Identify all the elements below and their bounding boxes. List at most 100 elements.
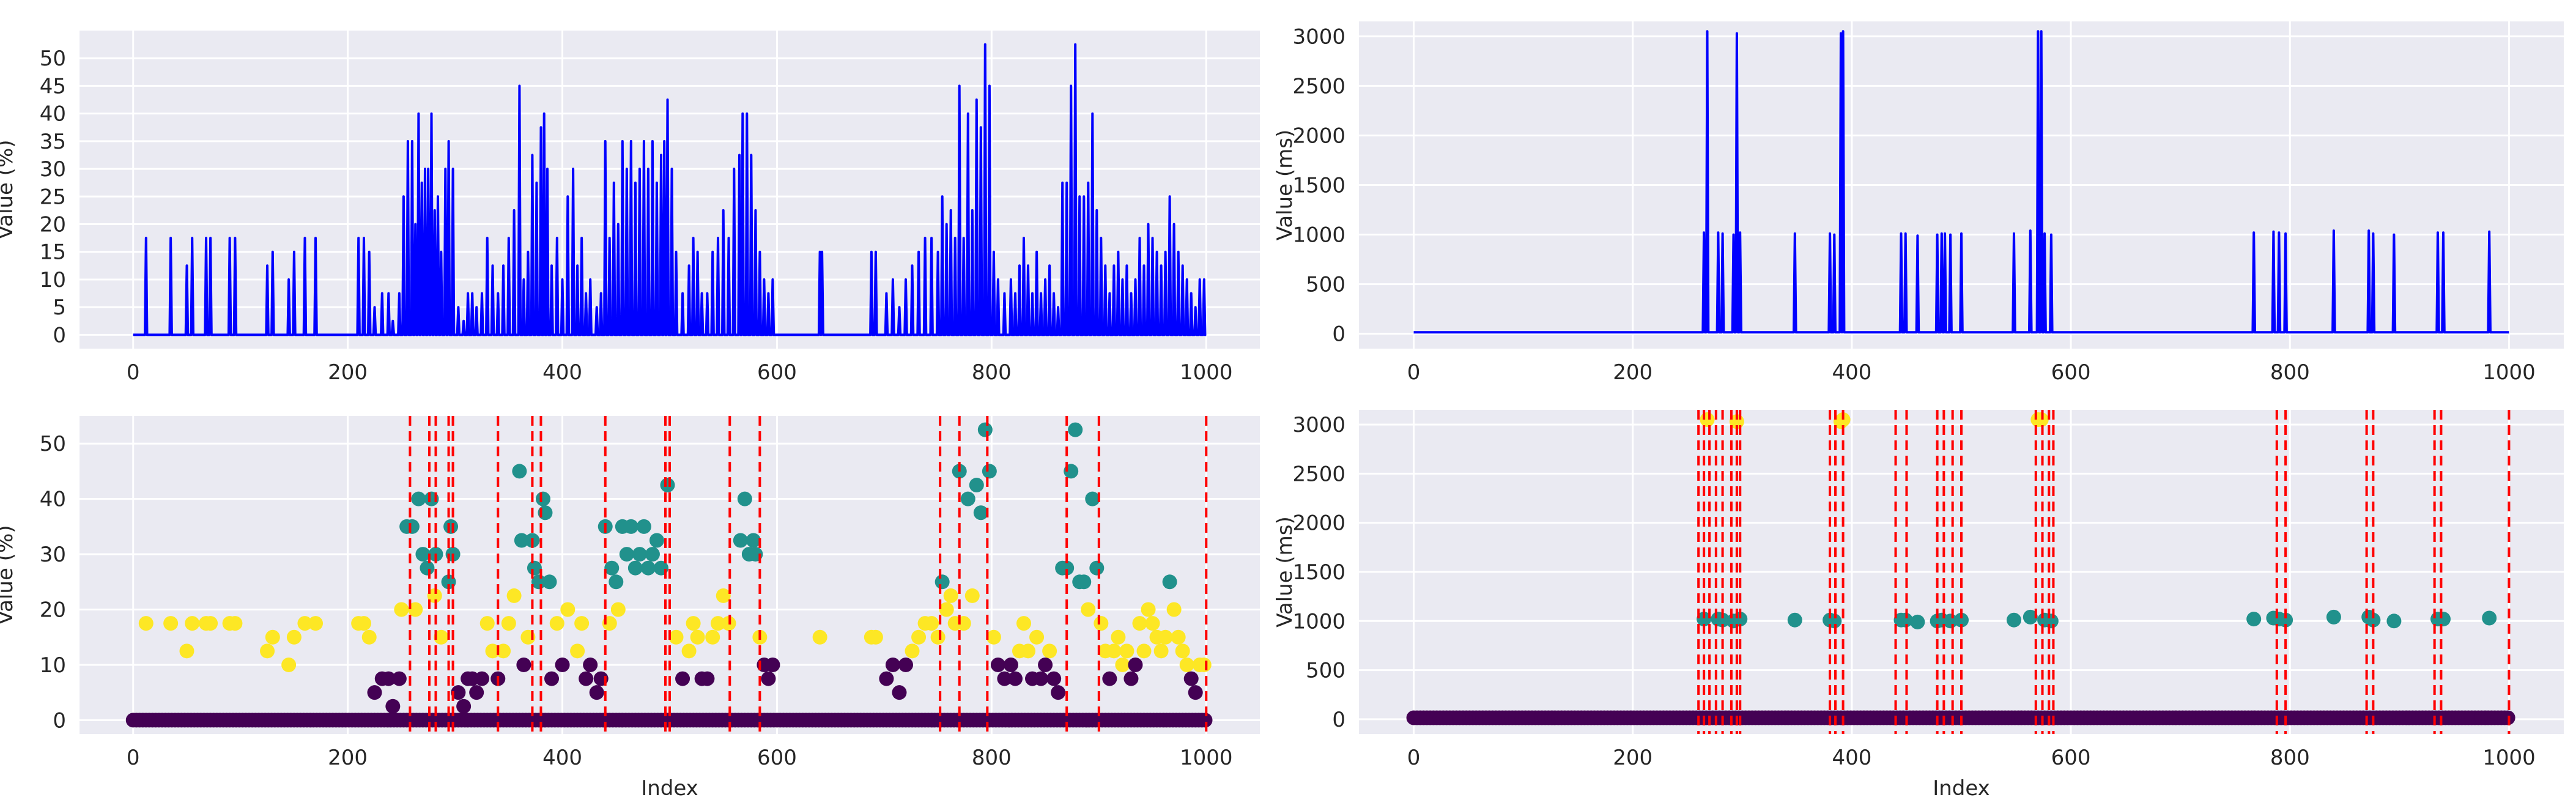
data-point bbox=[1016, 616, 1031, 631]
data-point bbox=[609, 574, 624, 590]
x-tick-label: 600 bbox=[757, 360, 797, 385]
data-point bbox=[394, 602, 409, 617]
data-point bbox=[512, 464, 527, 479]
data-point bbox=[1954, 612, 1969, 628]
x-tick-label: 200 bbox=[1613, 360, 1653, 385]
data-point bbox=[1081, 602, 1096, 617]
data-point bbox=[434, 629, 449, 645]
top-left-line-chart: 0 5 10 15 20 25 30 35 40 45 50 0 200 400 600 800 1000 Val… bbox=[0, 31, 1260, 385]
data-point bbox=[686, 616, 701, 631]
data-point bbox=[986, 629, 1001, 645]
data-point bbox=[404, 519, 420, 534]
y-tick-label: 5 bbox=[53, 295, 66, 320]
x-tick-label: 0 bbox=[1407, 746, 1421, 770]
data-point bbox=[924, 616, 939, 631]
x-tick-label: 400 bbox=[1832, 360, 1871, 385]
y-tick-label: 2000 bbox=[1292, 124, 1345, 148]
y-tick-label: 0 bbox=[53, 708, 66, 733]
data-point bbox=[2482, 610, 2497, 626]
y-tick-label: 35 bbox=[40, 130, 66, 154]
data-point bbox=[997, 671, 1012, 686]
x-tick-label: 1000 bbox=[2482, 746, 2536, 770]
series-line bbox=[1413, 30, 2509, 334]
x-tick-label: 200 bbox=[1613, 746, 1653, 770]
data-point bbox=[1196, 657, 1212, 672]
data-point bbox=[501, 616, 516, 631]
y-tick-label: 40 bbox=[40, 102, 66, 127]
data-point bbox=[356, 616, 371, 631]
data-point bbox=[443, 519, 459, 534]
data-point bbox=[868, 629, 883, 645]
data-point bbox=[1076, 574, 1092, 590]
data-point bbox=[496, 643, 511, 659]
data-point bbox=[506, 588, 522, 603]
y-axis-label: Value (%) bbox=[0, 525, 18, 625]
data-point bbox=[265, 629, 280, 645]
y-tick-label: 0 bbox=[1332, 708, 1345, 732]
x-tick-label: 400 bbox=[542, 746, 582, 770]
data-point bbox=[516, 657, 531, 672]
data-point bbox=[1910, 614, 1925, 629]
data-point bbox=[185, 616, 200, 631]
data-point bbox=[668, 629, 684, 645]
y-tick-label: 1500 bbox=[1292, 560, 1345, 585]
data-point bbox=[514, 533, 529, 548]
data-point bbox=[660, 478, 675, 493]
data-point bbox=[1102, 671, 1117, 686]
data-point bbox=[2006, 612, 2021, 628]
data-point bbox=[1715, 612, 1730, 628]
data-point bbox=[1898, 612, 1913, 628]
data-point bbox=[1179, 657, 1194, 672]
data-point bbox=[1128, 657, 1143, 672]
data-point bbox=[1059, 560, 1075, 576]
data-point bbox=[623, 519, 638, 534]
data-point bbox=[2386, 613, 2402, 629]
data-point bbox=[1787, 612, 1802, 628]
data-point bbox=[2278, 612, 2293, 628]
data-point bbox=[555, 657, 570, 672]
x-tick-label: 800 bbox=[972, 360, 1012, 385]
data-point bbox=[645, 547, 660, 562]
data-point bbox=[1183, 671, 1199, 686]
data-point bbox=[632, 547, 647, 562]
data-point bbox=[1106, 643, 1122, 659]
data-point bbox=[163, 616, 179, 631]
data-point bbox=[1141, 602, 1156, 617]
data-point bbox=[1089, 560, 1105, 576]
y-tick-label: 1000 bbox=[1292, 223, 1345, 248]
data-point bbox=[892, 685, 907, 700]
data-point bbox=[746, 533, 761, 548]
data-point bbox=[1153, 643, 1169, 659]
data-point bbox=[761, 671, 776, 686]
data-point bbox=[415, 547, 431, 562]
data-point bbox=[1162, 574, 1177, 590]
data-point bbox=[733, 533, 748, 548]
x-tick-label: 0 bbox=[1407, 360, 1421, 385]
y-tick-label: 500 bbox=[1306, 659, 1345, 683]
data-point bbox=[885, 657, 900, 672]
data-point bbox=[636, 519, 651, 534]
data-point bbox=[456, 699, 472, 714]
x-tick-label: 800 bbox=[2270, 360, 2310, 385]
data-point bbox=[579, 671, 594, 686]
data-point bbox=[879, 671, 894, 686]
y-tick-label: 50 bbox=[40, 46, 66, 71]
data-point bbox=[610, 602, 626, 617]
data-point bbox=[737, 491, 752, 506]
data-point bbox=[964, 588, 980, 603]
data-point bbox=[1038, 657, 1053, 672]
data-point bbox=[589, 685, 604, 700]
data-point bbox=[297, 616, 313, 631]
data-point bbox=[308, 616, 323, 631]
bottom-left-scatter-chart: 0 10 20 30 40 50 0 200 400 600 800 1000 Value (%) Ind… bbox=[0, 416, 1260, 801]
x-axis-label: Index bbox=[1933, 776, 1990, 801]
y-tick-label: 2000 bbox=[1292, 511, 1345, 536]
x-axis-label: Index bbox=[641, 776, 698, 801]
data-point bbox=[408, 602, 423, 617]
x-tick-label: 0 bbox=[127, 360, 140, 385]
data-point bbox=[1132, 616, 1147, 631]
y-tick-label: 500 bbox=[1306, 273, 1345, 297]
data-point bbox=[1068, 422, 1083, 437]
data-point bbox=[391, 671, 407, 686]
data-point bbox=[700, 671, 715, 686]
